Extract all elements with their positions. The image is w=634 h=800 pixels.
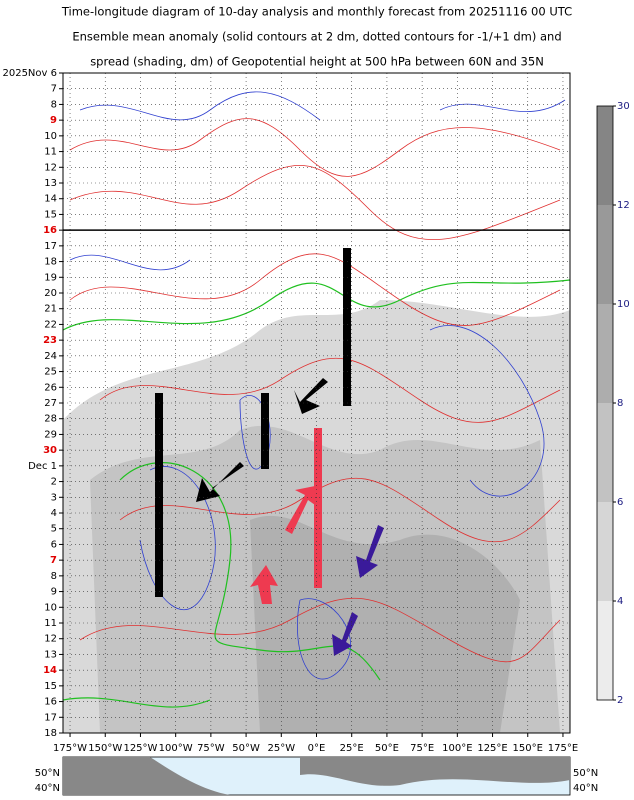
y-tick-label: 18 bbox=[44, 257, 57, 268]
colorbar-bin bbox=[597, 502, 613, 601]
plot-frame bbox=[62, 72, 571, 734]
x-tick-label: 25°W bbox=[267, 743, 295, 754]
colorbar-label: 30 bbox=[617, 101, 630, 112]
x-tick-label: 75°W bbox=[197, 743, 225, 754]
x-tick-label: 125°W bbox=[123, 743, 157, 754]
x-tick-label: 150°E bbox=[513, 743, 543, 754]
y-tick-label: 16 bbox=[44, 697, 57, 708]
y-tick-label: 4 bbox=[51, 508, 57, 519]
title-line: Ensemble mean anomaly (solid contours at… bbox=[72, 30, 561, 44]
y-tick-label: 15 bbox=[44, 209, 57, 220]
colorbar-label: 10 bbox=[617, 299, 630, 310]
map-lat-label: 40°N bbox=[35, 783, 60, 794]
map-lat-label: 50°N bbox=[573, 768, 598, 779]
y-tick-label: 24 bbox=[44, 351, 57, 362]
y-tick-label: 18 bbox=[44, 728, 57, 739]
x-tick-label: 175°W bbox=[53, 743, 87, 754]
y-tick-label: 7 bbox=[51, 84, 57, 95]
x-tick-label: 50°W bbox=[232, 743, 260, 754]
colorbar-label: 4 bbox=[617, 596, 623, 607]
y-tick-label: 30 bbox=[43, 445, 57, 456]
y-tick-label: 17 bbox=[44, 241, 57, 252]
y-tick-label: 6 bbox=[51, 539, 57, 550]
y-tick-label: 23 bbox=[43, 335, 57, 346]
map-lat-label: 40°N bbox=[573, 783, 598, 794]
y-tick-label: 14 bbox=[43, 665, 57, 676]
y-tick-label: 2025Nov 6 bbox=[2, 68, 57, 79]
y-tick-label: 14 bbox=[44, 194, 57, 205]
x-tick-label: 50°E bbox=[375, 743, 399, 754]
title-line: Time-longitude diagram of 10-day analysi… bbox=[61, 5, 572, 19]
y-tick-label: 7 bbox=[50, 555, 57, 566]
colorbar-bin bbox=[597, 106, 613, 205]
y-tick-label: 20 bbox=[44, 288, 57, 299]
y-tick-label: 11 bbox=[44, 618, 57, 629]
x-tick-label: 150°W bbox=[88, 743, 122, 754]
y-tick-label: 26 bbox=[44, 382, 57, 393]
y-tick-label: 10 bbox=[44, 602, 57, 613]
y-tick-label: Dec 1 bbox=[28, 461, 57, 472]
x-tick-label: 100°W bbox=[159, 743, 193, 754]
x-tick-label: 100°E bbox=[442, 743, 472, 754]
x-tick-label: 125°E bbox=[477, 743, 507, 754]
y-tick-label: 10 bbox=[44, 131, 57, 142]
y-tick-label: 3 bbox=[51, 492, 57, 503]
colorbar-label: 12 bbox=[617, 200, 630, 211]
y-tick-label: 11 bbox=[44, 147, 57, 158]
x-tick-label: 25°E bbox=[340, 743, 364, 754]
y-tick-label: 2 bbox=[51, 477, 57, 488]
y-tick-label: 15 bbox=[44, 681, 57, 692]
y-tick-label: 17 bbox=[44, 712, 57, 723]
y-tick-label: 12 bbox=[44, 634, 57, 645]
colorbar-label: 8 bbox=[617, 398, 623, 409]
y-tick-label: 8 bbox=[51, 571, 57, 582]
plot-decoration bbox=[62, 73, 571, 733]
y-tick-label: 16 bbox=[43, 225, 57, 236]
y-tick-label: 9 bbox=[51, 587, 57, 598]
colorbar-bin bbox=[597, 601, 613, 700]
y-tick-label: 8 bbox=[51, 99, 57, 110]
y-tick-label: 13 bbox=[44, 178, 57, 189]
y-tick-label: 29 bbox=[44, 429, 57, 440]
x-tick-label: 0°E bbox=[308, 743, 326, 754]
y-tick-label: 25 bbox=[44, 367, 57, 378]
y-tick-label: 5 bbox=[51, 524, 57, 535]
y-tick-label: 22 bbox=[44, 319, 57, 330]
map-decoration bbox=[62, 756, 571, 796]
colorbar-bin bbox=[597, 304, 613, 403]
title-line: spread (shading, dm) of Geopotential hei… bbox=[90, 55, 544, 69]
x-tick-label: 75°E bbox=[410, 743, 434, 754]
colorbar-bin bbox=[597, 205, 613, 304]
y-tick-label: 12 bbox=[44, 162, 57, 173]
y-tick-label: 28 bbox=[44, 414, 57, 425]
map-lat-label: 50°N bbox=[35, 768, 60, 779]
x-tick-label: 175°E bbox=[548, 743, 578, 754]
colorbar-label: 6 bbox=[617, 497, 623, 508]
colorbar-label: 2 bbox=[617, 695, 623, 706]
y-tick-label: 19 bbox=[44, 272, 57, 283]
y-tick-label: 27 bbox=[44, 398, 57, 409]
y-tick-label: 13 bbox=[44, 649, 57, 660]
y-tick-label: 9 bbox=[50, 115, 57, 126]
colorbar-bin bbox=[597, 403, 613, 502]
y-tick-label: 21 bbox=[44, 304, 57, 315]
